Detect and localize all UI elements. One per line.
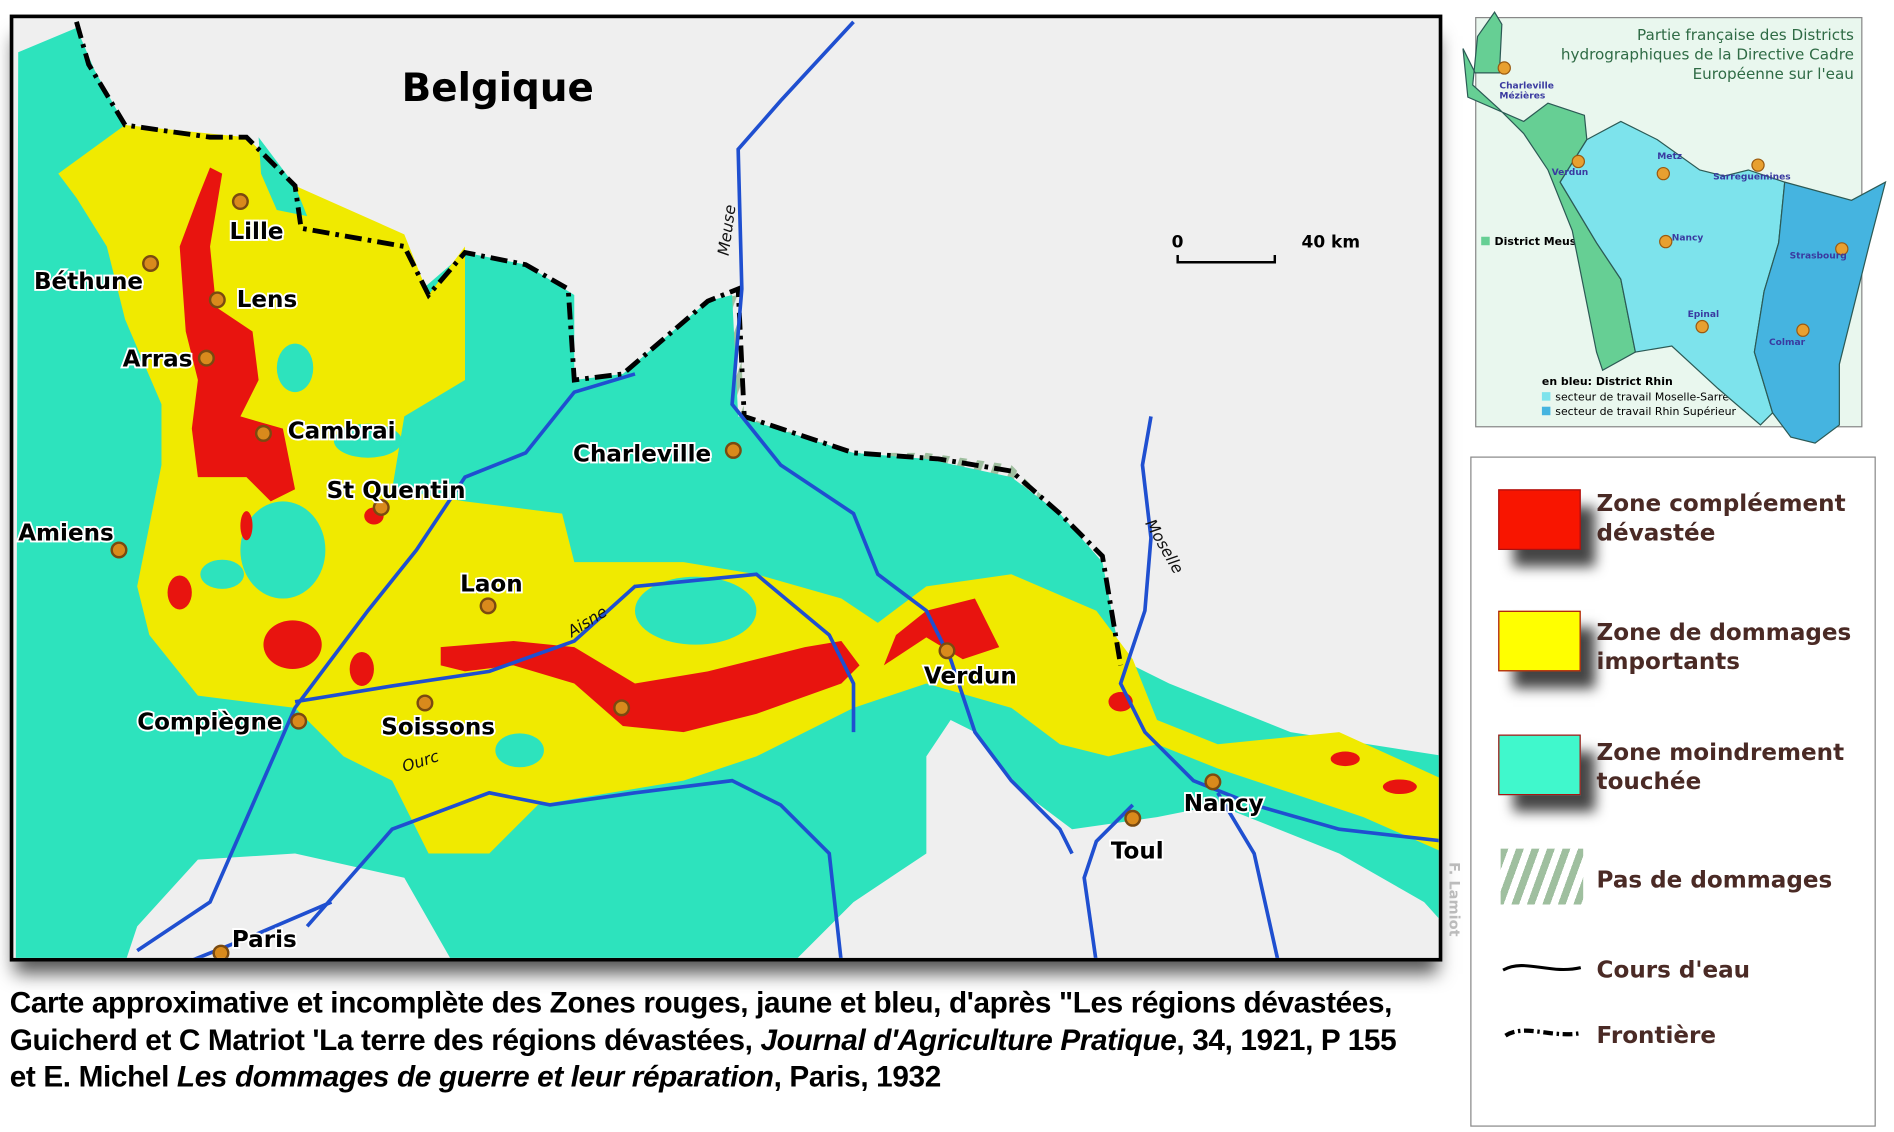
city-label-lille: Lille <box>229 219 283 245</box>
teal-patches <box>200 137 757 768</box>
river-oise <box>136 372 636 953</box>
city-label-cambrai: Cambrai <box>288 418 396 444</box>
svg-text:Colmar: Colmar <box>1769 338 1806 348</box>
legend-label-important-damage: Zone de dommages importants <box>1596 619 1852 676</box>
river-seine <box>192 900 333 958</box>
border-line <box>74 21 1124 666</box>
map-legend: Zone compléement dévastée Zone de dommage… <box>1470 456 1876 1127</box>
city-label-nancy: Nancy <box>1184 791 1264 817</box>
legend-label-border: Frontière <box>1596 1022 1717 1049</box>
city-label-charleville: Charleville <box>573 441 711 467</box>
city-label-paris: Paris <box>232 927 297 953</box>
legend-label-lightly-affected: Zone moindrement touchée <box>1596 739 1845 796</box>
rivers <box>136 20 1439 958</box>
inset-regions: Charleville Mézières Verdun Metz Sarregu… <box>1462 11 1887 444</box>
city-label-verdun: Verdun <box>924 664 1017 690</box>
legend-label-devastated: Zone compléement dévastée <box>1596 490 1846 547</box>
city-label-laon: Laon <box>460 571 522 597</box>
legend-swatch-hatch <box>1500 848 1584 905</box>
legend-border-line-icon <box>1504 1028 1582 1038</box>
legend-river-line-icon <box>1502 964 1582 972</box>
inset-legend-rhin: en bleu: District Rhin secteur de travai… <box>1541 376 1737 419</box>
city-label-lens: Lens <box>237 287 297 313</box>
svg-text:F. Lamiot: F. Lamiot <box>1446 862 1463 937</box>
legend-label-river: Cours d'eau <box>1596 956 1751 984</box>
inset-rhin-superieur <box>1753 180 1887 444</box>
city-label-amiens: Amiens <box>18 520 114 546</box>
svg-text:Epinal: Epinal <box>1688 310 1720 320</box>
inset-title: Partie française des Districts hydrograph… <box>1560 25 1854 83</box>
caption-line-3: et E. Michel Les dommages de guerre et l… <box>9 1061 942 1094</box>
inset-legend-meuse: District Meuse <box>1481 236 1584 249</box>
city-label-arras: Arras <box>123 347 193 373</box>
legend-swatch-yellow <box>1498 610 1581 672</box>
legend-swatch-red <box>1498 489 1581 550</box>
svg-text:Charleville: Charleville <box>1499 82 1554 92</box>
map-caption: Carte approximative et incomplète des Zo… <box>10 986 1467 1097</box>
scale-start: 0 <box>1172 233 1184 253</box>
city-label-soissons: Soissons <box>381 715 495 741</box>
river-meurthe <box>1216 791 1280 958</box>
legend-swatch-teal <box>1498 734 1581 796</box>
city-label-st-quentin: St Quentin <box>327 478 466 504</box>
caption-line-2: Guicherd et C Matriot 'La terre des régi… <box>9 1024 1397 1057</box>
zone-yellow-important-damage <box>58 125 1439 854</box>
scale-bar: 0 40 km <box>1172 233 1361 264</box>
svg-text:Nancy: Nancy <box>1672 233 1704 243</box>
city-label-toul: Toul <box>1111 838 1164 864</box>
country-label-belgique: Belgique <box>402 66 594 111</box>
svg-text:Metz: Metz <box>1657 152 1682 162</box>
river-label-meuse: Meuse <box>714 203 740 256</box>
scale-end: 40 km <box>1302 233 1361 253</box>
svg-text:Strasbourg: Strasbourg <box>1790 252 1847 262</box>
caption-line-1: Carte approximative et incomplète des Zo… <box>9 987 1393 1020</box>
river-toul <box>1082 803 1135 958</box>
main-map-svg: Belgique Lille Béthune Lens Arras Cambra… <box>15 20 1439 958</box>
svg-text:Sarreguemines: Sarreguemines <box>1713 173 1791 183</box>
river-moselle <box>1118 416 1439 843</box>
city-label-bethune: Béthune <box>34 269 143 295</box>
river-meuse <box>730 20 1074 855</box>
river-aisne <box>294 572 856 733</box>
legend-label-no-damage: Pas de dommages <box>1596 866 1833 894</box>
main-map: Belgique Lille Béthune Lens Arras Cambra… <box>9 14 1443 962</box>
city-label-compiegne: Compiègne <box>137 710 282 736</box>
river-marne <box>305 778 843 958</box>
svg-text:Verdun: Verdun <box>1552 168 1589 178</box>
city-markers <box>110 193 1222 958</box>
author-credit: F. Lamiot <box>1446 862 1463 937</box>
svg-text:Mézières: Mézières <box>1499 90 1545 101</box>
